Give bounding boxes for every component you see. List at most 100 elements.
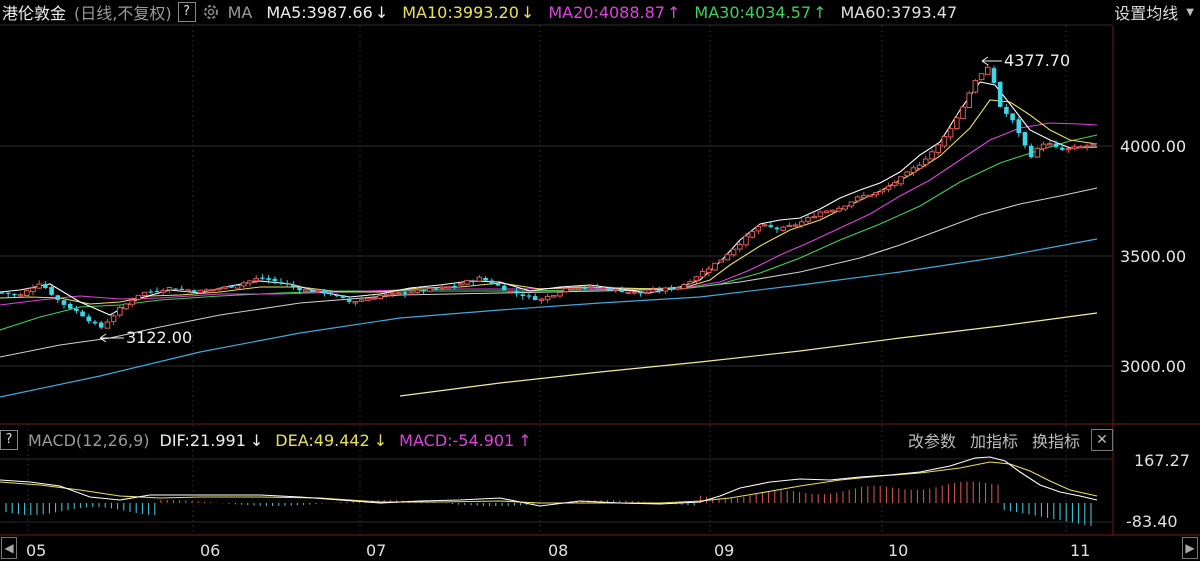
low-annotation: 3122.00: [99, 328, 192, 347]
add-indicator-button[interactable]: 加指标: [969, 432, 1018, 451]
candle-body: [470, 280, 476, 283]
candle-body: [879, 189, 886, 193]
candle-body: [5, 292, 11, 294]
macd-indicator-name[interactable]: MACD(12,26,9): [28, 430, 150, 450]
candle-body: [644, 291, 650, 295]
candle-body: [377, 294, 383, 300]
candle-body: [179, 288, 185, 291]
candle-body: [371, 297, 377, 300]
candle-body: [1059, 147, 1065, 150]
candle-body: [203, 289, 210, 292]
candle-body: [266, 278, 271, 280]
macd-header-bar: ? MACD(12,26,9) DIF:21.991 ↓ DEA:49.442 …: [0, 428, 1200, 452]
candle-body: [1071, 146, 1078, 150]
candle-body: [507, 290, 514, 293]
ma5-value: MA5:3987.66: [266, 2, 373, 22]
ma-settings-button[interactable]: 设置均线 ▼: [1110, 0, 1200, 24]
ma30-arrow-icon: ↑: [813, 2, 827, 22]
candle-body: [929, 151, 935, 160]
high-price-label: 4377.70: [1004, 51, 1070, 70]
candle-body: [792, 224, 799, 227]
candle-body: [681, 284, 687, 290]
candle-body: [799, 221, 805, 226]
price-tick-3500: 3500.00: [1120, 247, 1186, 266]
candle-body: [1028, 145, 1034, 158]
candle-body: [699, 270, 706, 278]
ma5-arrow-icon: ↓: [374, 2, 389, 22]
macd-dea-value: DEA:49.442: [275, 430, 370, 450]
candle-body: [786, 224, 793, 228]
candle-body: [61, 300, 67, 305]
candle-body: [563, 287, 570, 293]
change-params-button[interactable]: 改参数: [907, 432, 956, 451]
dea-arrow-icon: ↓: [373, 430, 388, 450]
candle-body: [421, 290, 426, 292]
candle-body: [830, 209, 836, 213]
ma120-line: [0, 238, 1098, 398]
macd-tick-low: -83.40: [1126, 512, 1178, 531]
candle-body: [340, 295, 346, 298]
candle-body: [222, 286, 228, 289]
moving-average-lines: [0, 81, 1098, 398]
gear-icon[interactable]: [202, 3, 220, 21]
caret-down-icon: ▼: [1186, 6, 1194, 18]
ma5-line: [0, 81, 1098, 316]
candle-body: [916, 164, 923, 169]
candlestick-series: [0, 64, 1097, 330]
candle-body: [402, 292, 408, 294]
dif-arrow-icon: ↓: [249, 430, 264, 450]
macd-arrow-icon: ↑: [518, 430, 532, 450]
ma-header-bar: 港伦敦金 (日线,不复权) ? MA MA5:3987.66 ↓ MA10:39…: [0, 0, 1200, 24]
candle-body: [520, 294, 526, 296]
candle-body: [98, 322, 104, 328]
ma10-line: [0, 99, 1098, 305]
candle-body: [346, 298, 352, 302]
time-tick-11: 11: [1070, 541, 1090, 560]
candle-body: [718, 259, 725, 263]
candle-body: [445, 286, 452, 289]
candle-body: [755, 226, 762, 232]
switch-indicator-button[interactable]: 换指标: [1031, 432, 1080, 451]
candle-body: [823, 210, 830, 214]
time-tick-08: 08: [548, 541, 568, 560]
candle-body: [185, 289, 191, 292]
candle-body: [669, 287, 674, 290]
candle-body: [229, 285, 234, 288]
candle-body: [260, 277, 265, 279]
candle-body: [557, 292, 563, 297]
candle-body: [1090, 143, 1097, 146]
candle-body: [1078, 146, 1084, 149]
price-tick-3000: 3000.00: [1120, 357, 1186, 376]
candle-body: [104, 321, 111, 329]
ma250-line: [399, 312, 1098, 397]
candle-body: [433, 288, 439, 290]
candle-body: [1010, 113, 1015, 121]
candle-body: [854, 196, 861, 202]
candle-body: [947, 128, 954, 138]
candle-body: [452, 285, 457, 287]
candle-body: [662, 287, 669, 292]
candle-body: [322, 289, 327, 294]
candle-body: [49, 286, 54, 295]
candle-body: [631, 291, 638, 294]
scroll-right-button[interactable]: ▶: [1182, 537, 1198, 559]
candle-body: [594, 286, 600, 289]
candle-body: [904, 171, 911, 177]
candle-body: [358, 299, 365, 302]
indicator-name[interactable]: MA: [227, 2, 253, 22]
candle-body: [297, 287, 302, 291]
candle-body: [743, 235, 749, 246]
candle-body: [12, 294, 17, 296]
macd-help-button[interactable]: ?: [0, 430, 18, 450]
close-icon[interactable]: ✕: [1091, 429, 1113, 451]
candle-body: [24, 290, 30, 296]
time-axis: 05 06 07 08 09 10 11: [26, 541, 1090, 560]
scroll-left-button[interactable]: ◀: [1, 537, 17, 559]
candle-body: [625, 291, 632, 294]
candle-body: [315, 289, 321, 293]
macd-tick-high: 167.27: [1134, 451, 1190, 470]
candle-body: [408, 292, 414, 295]
candle-body: [166, 287, 173, 291]
help-button[interactable]: ?: [177, 2, 196, 22]
